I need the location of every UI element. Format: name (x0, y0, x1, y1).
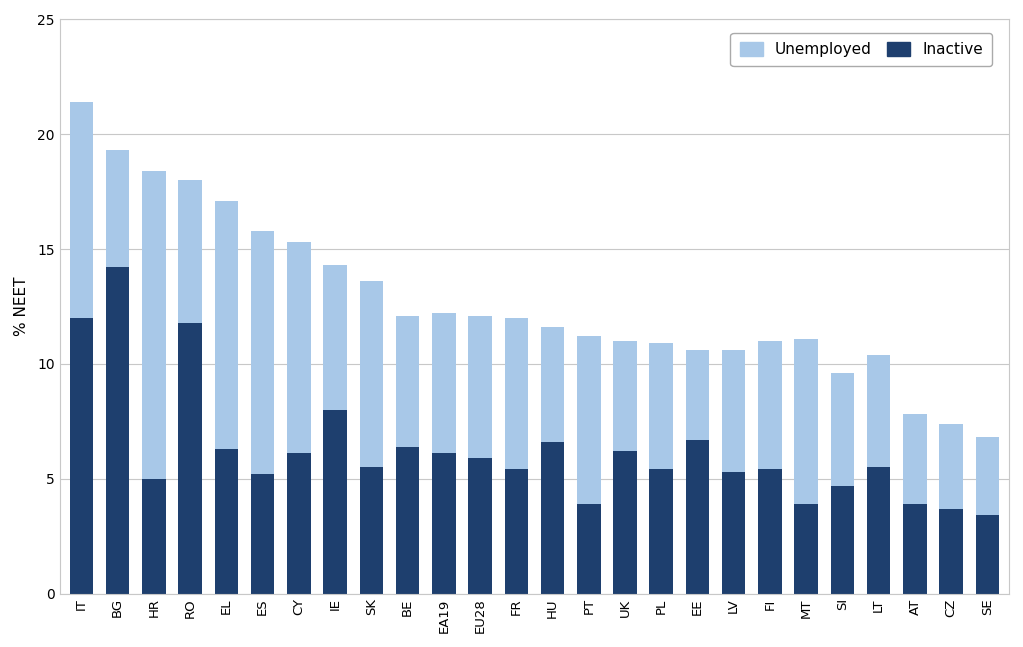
Bar (396, 316, 419, 446)
Bar (758, 470, 782, 593)
Bar (577, 504, 601, 593)
Bar (142, 479, 166, 593)
Bar (469, 458, 492, 593)
Bar (939, 509, 963, 593)
Bar (866, 355, 890, 467)
Bar (903, 504, 927, 593)
Bar (541, 442, 565, 593)
Bar (287, 242, 311, 454)
Bar (323, 265, 347, 410)
Bar (831, 485, 854, 593)
Bar (976, 516, 999, 593)
Bar (469, 316, 492, 458)
Bar (70, 102, 93, 318)
Bar (287, 454, 311, 593)
Bar (106, 150, 130, 267)
Bar (685, 440, 709, 593)
Bar (976, 437, 999, 516)
Bar (215, 201, 238, 449)
Bar (831, 373, 854, 485)
Bar (359, 281, 384, 467)
Bar (396, 446, 419, 593)
Bar (541, 327, 565, 442)
Bar (70, 318, 93, 593)
Bar (758, 341, 782, 470)
Bar (795, 338, 818, 504)
Bar (432, 313, 455, 454)
Bar (504, 470, 528, 593)
Bar (722, 350, 746, 472)
Bar (359, 467, 384, 593)
Bar (577, 336, 601, 504)
Bar (722, 472, 746, 593)
Legend: Unemployed, Inactive: Unemployed, Inactive (730, 33, 992, 66)
Bar (903, 414, 927, 504)
Bar (613, 451, 636, 593)
Bar (866, 467, 890, 593)
Bar (650, 343, 673, 470)
Bar (142, 171, 166, 479)
Bar (504, 318, 528, 470)
Bar (323, 410, 347, 593)
Bar (106, 267, 130, 593)
Bar (650, 470, 673, 593)
Bar (251, 474, 274, 593)
Bar (215, 449, 238, 593)
Bar (613, 341, 636, 451)
Y-axis label: % NEET: % NEET (14, 277, 29, 336)
Bar (685, 350, 709, 440)
Bar (795, 504, 818, 593)
Bar (939, 424, 963, 509)
Bar (432, 454, 455, 593)
Bar (251, 231, 274, 474)
Bar (178, 322, 202, 593)
Bar (178, 180, 202, 322)
